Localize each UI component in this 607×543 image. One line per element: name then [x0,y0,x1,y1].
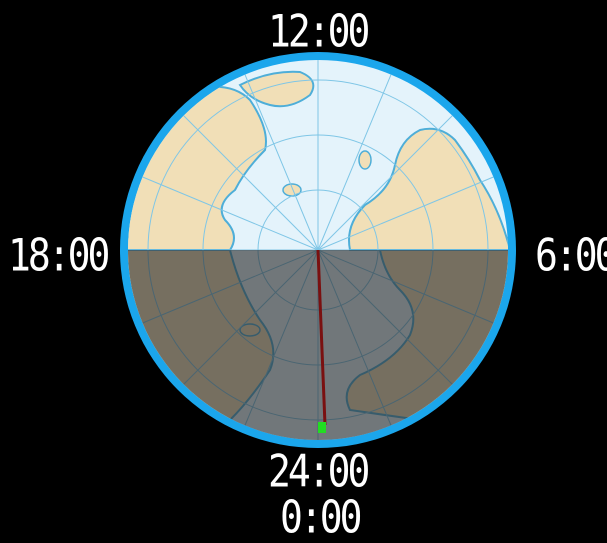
landmass-north [238,70,315,108]
hour-label-24: 24:00 [268,445,370,497]
time-hand-icon [316,249,327,426]
polar-map-icon [128,60,508,440]
hour-label-12: 12:00 [268,5,370,57]
current-time-marker-icon [318,422,326,433]
hour-label-18: 18:00 [8,229,110,281]
landmass-east [348,127,508,251]
hour-label-6: 6:00 [535,229,607,281]
hour-label-0: 0:00 [280,491,362,543]
